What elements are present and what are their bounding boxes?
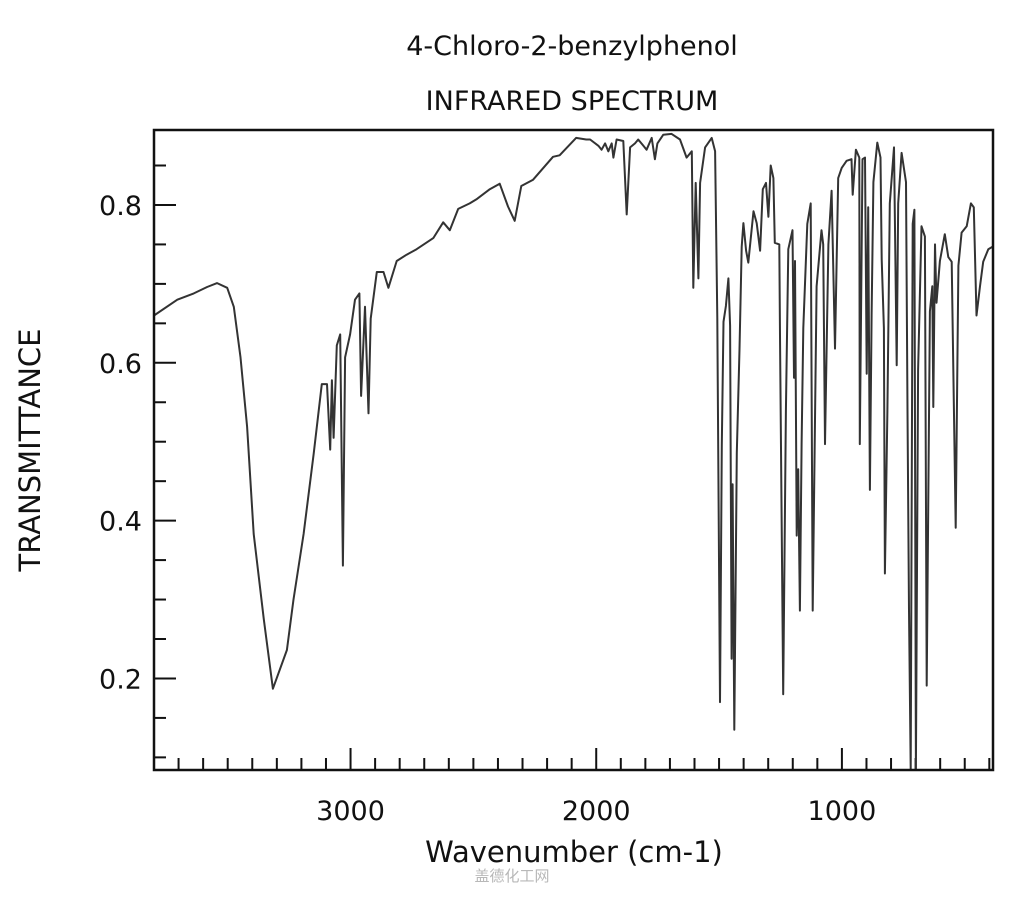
spectrum-line	[153, 132, 993, 771]
y-tick-label: 0.8	[99, 191, 142, 222]
y-tick-label: 0.6	[99, 349, 142, 380]
y-tick-label: 0.4	[99, 507, 142, 538]
chart-subtitle: INFRARED SPECTRUM	[426, 86, 719, 117]
x-tick-label: 1000	[808, 796, 877, 827]
x-axis-label: Wavenumber (cm-1)	[425, 835, 723, 869]
x-tick-label: 2000	[562, 796, 631, 827]
watermark: 盖德化工网	[474, 867, 549, 885]
axis-ticks	[153, 164, 991, 770]
x-tick-label: 3000	[316, 796, 385, 827]
axis-tick-labels: 3000 2000 1000 0.2 0.4 0.6 0.8	[99, 191, 876, 827]
y-tick-label: 0.2	[99, 664, 142, 695]
y-axis-label: TRANSMITTANCE	[13, 329, 47, 573]
plot-frame	[152, 128, 995, 772]
chart-title: 4-Chloro-2-benzylphenol	[406, 31, 738, 62]
